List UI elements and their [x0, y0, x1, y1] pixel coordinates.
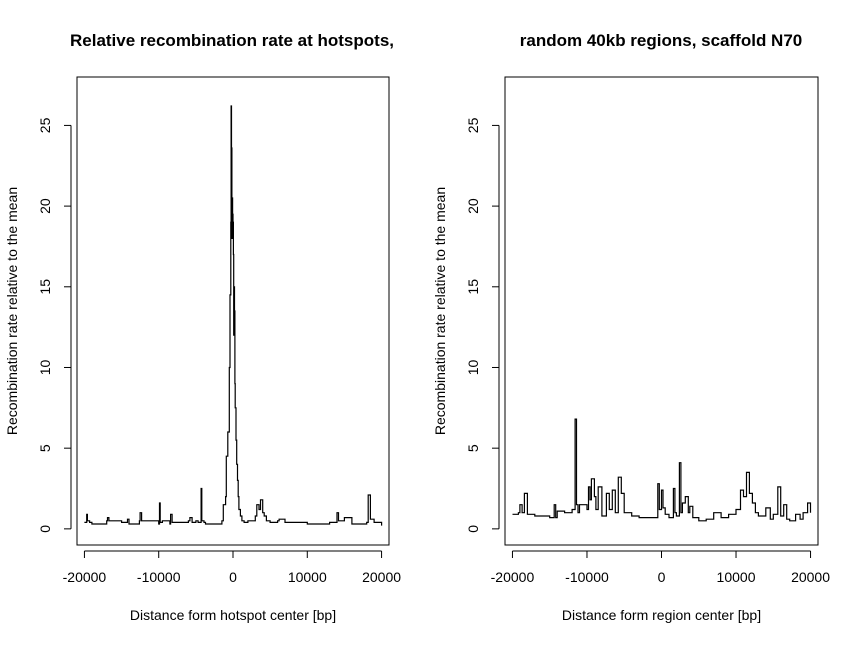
x-axis-label: Distance form region center [bp]	[562, 607, 761, 623]
y-tick-label: 15	[37, 279, 53, 295]
y-tick-label: 5	[37, 444, 53, 452]
x-tick-label: -10000	[137, 569, 181, 585]
x-axis-label: Distance form hotspot center [bp]	[130, 607, 336, 623]
y-axis-label: Recombination rate relative to the mean	[432, 187, 448, 435]
plot-frame	[76, 76, 390, 546]
y-tick-label: 20	[465, 198, 481, 214]
y-tick-label: 10	[37, 359, 53, 375]
x-tick-label: 20000	[362, 569, 401, 585]
panel-1: Relative recombination rate at hotspots,…	[4, 31, 401, 623]
chart-title: random 40kb regions, scaffold N70	[520, 31, 802, 50]
x-tick-label: -10000	[565, 569, 609, 585]
panel-2: random 40kb regions, scaffold N70 -20000 -…	[432, 31, 830, 623]
y-tick-label: 20	[37, 198, 53, 214]
y-tick-label: 0	[465, 525, 481, 533]
x-tick-label: -20000	[63, 569, 107, 585]
x-tick-label: 10000	[288, 569, 327, 585]
series-line	[512, 418, 812, 522]
x-tick-label: 0	[658, 569, 666, 585]
y-tick-label: 0	[37, 525, 53, 533]
y-tick-label: 25	[37, 117, 53, 133]
x-tick-label: -20000	[491, 569, 535, 585]
y-tick-label: 5	[465, 444, 481, 452]
chart-title: Relative recombination rate at hotspots,	[70, 31, 394, 50]
series-line	[84, 105, 383, 526]
y-tick-label: 10	[465, 359, 481, 375]
plot-frame	[504, 76, 819, 546]
y-axis-label: Recombination rate relative to the mean	[4, 187, 20, 435]
x-tick-label: 20000	[791, 569, 830, 585]
y-tick-label: 25	[465, 117, 481, 133]
y-tick-label: 15	[465, 279, 481, 295]
x-tick-label: 0	[229, 569, 237, 585]
x-tick-label: 10000	[717, 569, 756, 585]
